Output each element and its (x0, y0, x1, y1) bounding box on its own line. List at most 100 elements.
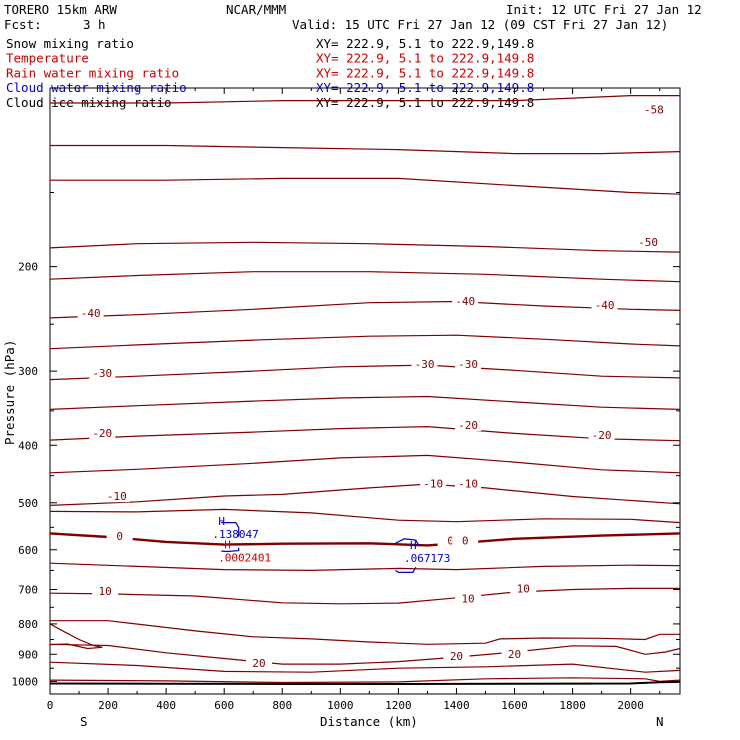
isotherm-m50 (49, 241, 681, 253)
isotherm-m10 (49, 483, 681, 506)
contour-label: -10 (423, 477, 443, 490)
cloud-water-contour (221, 521, 240, 537)
init-time: Init: 12 UTC Fri 27 Jan 12 (506, 2, 702, 17)
y-tick-label: 400 (18, 439, 38, 452)
org-label: NCAR/MMM (226, 2, 286, 17)
model-title: TORERO 15km ARW (4, 2, 117, 17)
y-tick-label: 500 (18, 497, 38, 510)
contour-label: 10 (461, 592, 474, 605)
contour-label: -50 (638, 236, 658, 249)
contour-label: -10 (458, 477, 478, 490)
contour-label: -20 (592, 429, 612, 442)
isotherm-m55 (50, 144, 681, 155)
contour-label-bg (443, 651, 470, 663)
x-tick-label: 400 (156, 699, 176, 712)
forecast-label: Fcst: (4, 17, 42, 32)
x-tick-label: 200 (98, 699, 118, 712)
contour-label: -20 (92, 427, 112, 440)
contour-label: -20 (458, 419, 478, 432)
legend-field-xy: XY= 222.9, 5.1 to 222.9,149.8 (316, 95, 534, 110)
isotherm-m40 (49, 300, 681, 319)
extremum-value: .0002401 (218, 551, 271, 564)
isotherm-20 (49, 643, 681, 665)
isotherm-m15 (49, 454, 681, 474)
forecast-hour: 3 h (83, 17, 106, 32)
y-tick-label: 200 (18, 261, 38, 274)
extremum-value: .067173 (404, 552, 450, 565)
contour-label: 0 (447, 535, 454, 548)
x-tick-label: 1800 (559, 699, 586, 712)
contour-label-bg (455, 593, 482, 605)
y-tick-label: 800 (18, 618, 38, 631)
contour-label-bg (452, 535, 479, 547)
contour-label: 10 (99, 585, 112, 598)
x-tick-label: 1200 (385, 699, 412, 712)
contour-label: -30 (458, 358, 478, 371)
x-tick-label: 1400 (443, 699, 470, 712)
legend-field-name: Rain water mixing ratio (6, 65, 179, 80)
x-tick-label: 0 (47, 699, 54, 712)
contour-label: -40 (455, 295, 475, 308)
isotherm-30 (49, 677, 681, 684)
contour-label-bg (635, 237, 662, 249)
isotherm-m35 (49, 334, 681, 350)
isotherm-25 (49, 661, 681, 673)
isotherm-m58 (50, 94, 680, 104)
x-tick-label: 2000 (617, 699, 644, 712)
y-tick-label: 300 (18, 365, 38, 378)
isotherm-m5 (49, 508, 681, 524)
isotherm-15 (50, 620, 680, 645)
contour-label-bg (420, 478, 447, 490)
isotherm-contours (49, 94, 681, 684)
isotherm-5 (49, 562, 681, 572)
x-tick-label: 800 (272, 699, 292, 712)
isotherm-m30 (49, 364, 681, 381)
contour-label-bg (455, 478, 482, 490)
contour-label-bg (103, 491, 130, 503)
contour-label: 0 (116, 530, 123, 543)
contour-labels: -58 -50 -40 -40 -40 -30 -30 -30 -20 -20 -20 -10 -10 -… (77, 104, 667, 670)
isotherm-10 (49, 587, 680, 605)
contour-label: 20 (252, 657, 265, 670)
y-tick-label: 1000 (12, 675, 39, 688)
legend-field-name: Cloud ice mixing ratio (6, 95, 172, 110)
legend-field-name: Snow mixing ratio (6, 36, 134, 51)
legend-field-name: Temperature (6, 51, 89, 66)
x-axis-title: Distance (km) (320, 714, 418, 729)
cloud-water-contour (395, 538, 420, 546)
x-tick-label: 1000 (327, 699, 354, 712)
contour-label-bg (89, 428, 116, 440)
contour-label: -30 (415, 358, 435, 371)
x-tick-label: 1600 (501, 699, 528, 712)
contour-label: -40 (81, 307, 101, 320)
valid-time: Valid: 15 UTC Fri 27 Jan 12 (09 CST Fri … (292, 17, 668, 32)
y-tick-label: 700 (18, 584, 38, 597)
contour-label-bg (89, 368, 116, 380)
contour-label: -58 (644, 104, 664, 117)
y-tick-label: 900 (18, 648, 38, 661)
cloud-water-contour (221, 547, 240, 553)
south-label: S (80, 714, 88, 729)
contour-label: 20 (508, 648, 521, 661)
extremum-value: .138047 (212, 528, 258, 541)
contour-label: -30 (92, 367, 112, 380)
contour-label-bg (640, 104, 667, 116)
contour-label-bg (591, 300, 618, 312)
contour-label: 20 (450, 650, 463, 663)
contour-label: 10 (517, 583, 530, 596)
isotherm-m25 (49, 395, 681, 410)
field-legend: Snow mixing ratio XY= 222.9, 5.1 to 222.9… (6, 36, 534, 110)
contour-label-bg (501, 649, 528, 661)
extremum-marker: H (218, 515, 225, 528)
y-tick-label: 600 (18, 544, 38, 557)
x-tick-label: 600 (214, 699, 234, 712)
contour-label-bg (246, 657, 273, 669)
contour-label-bg (92, 585, 119, 597)
isotherm-m45 (49, 271, 681, 283)
legend-field-xy: XY= 222.9, 5.1 to 222.9,149.8 (316, 51, 534, 66)
surface-line (49, 680, 681, 685)
isotherm-m20 (49, 425, 681, 442)
legend-field-xy: XY= 222.9, 5.1 to 222.9,149.8 (316, 65, 534, 80)
